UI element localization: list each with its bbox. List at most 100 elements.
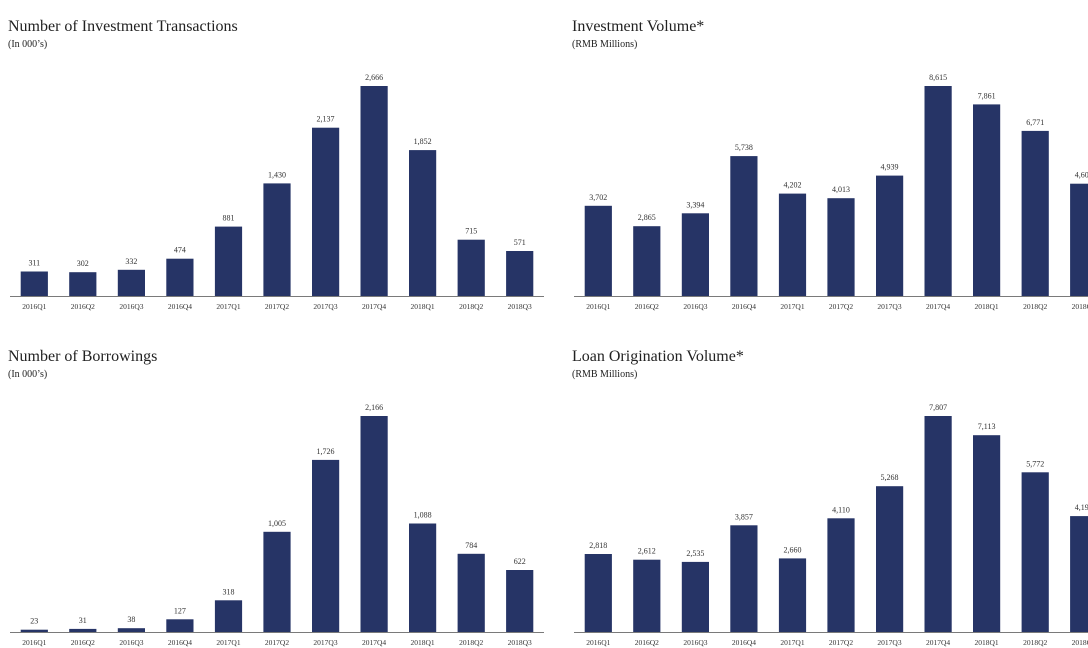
investment-volume-panel: Investment Volume* (RMB Millions) 3,702 2… (572, 18, 1088, 318)
bar-chart: 3,702 2016Q1 2,865 2016Q2 3,394 2016Q3 5,738 20… (574, 73, 1088, 311)
data-label: 332 (125, 257, 137, 266)
x-tick-label: 2017Q3 (313, 638, 337, 647)
chart-title: Loan Origination Volume* (572, 348, 744, 365)
data-label: 1,088 (414, 511, 432, 520)
data-label: 3,394 (686, 200, 704, 209)
data-label: 2,535 (686, 549, 704, 558)
bar (360, 416, 388, 632)
data-label: 1,005 (268, 519, 286, 528)
x-tick-label: 2017Q4 (362, 638, 386, 647)
data-label: 3,857 (735, 512, 753, 521)
x-tick-label: 2016Q1 (586, 302, 610, 311)
bar (633, 226, 661, 296)
data-label: 1,852 (414, 137, 432, 146)
chart-subtitle: (In 000’s) (8, 39, 48, 50)
data-label: 302 (77, 259, 89, 268)
x-tick-label: 2017Q1 (780, 638, 804, 647)
data-label: 4,190 (1075, 503, 1088, 512)
bar (876, 175, 904, 296)
data-label: 5,772 (1026, 459, 1044, 468)
x-tick-label: 2016Q3 (119, 302, 143, 311)
chart-subtitle: (In 000’s) (8, 369, 48, 380)
bar (924, 86, 952, 296)
bar (1021, 472, 1049, 632)
x-tick-label: 2016Q4 (168, 638, 192, 647)
x-tick-label: 2017Q3 (877, 638, 901, 647)
bar (681, 561, 709, 632)
x-tick-label: 2018Q3 (508, 638, 532, 647)
data-label: 2,865 (638, 213, 656, 222)
data-label: 2,818 (589, 541, 607, 550)
bar (69, 628, 97, 632)
data-label: 881 (223, 214, 235, 223)
data-label: 2,137 (317, 115, 335, 124)
x-tick-label: 2017Q3 (877, 302, 901, 311)
x-tick-label: 2018Q2 (1023, 638, 1047, 647)
bar (584, 554, 612, 632)
data-label: 715 (465, 227, 477, 236)
data-label: 474 (174, 246, 186, 255)
bar (409, 150, 437, 296)
bar (117, 269, 145, 296)
bar (360, 86, 388, 296)
x-tick-label: 2016Q2 (635, 638, 659, 647)
x-tick-label: 2016Q1 (22, 302, 46, 311)
x-tick-label: 2016Q2 (71, 638, 95, 647)
bar (1021, 130, 1049, 296)
data-label: 318 (223, 587, 235, 596)
bar (778, 558, 807, 632)
x-tick-label: 2017Q2 (829, 302, 853, 311)
bar (1070, 183, 1088, 296)
data-label: 5,738 (735, 143, 753, 152)
data-label: 5,268 (881, 473, 899, 482)
data-label: 38 (127, 615, 135, 624)
bar (117, 628, 145, 632)
data-label: 1,430 (268, 170, 286, 179)
bar (20, 629, 48, 632)
data-label: 571 (514, 238, 526, 247)
data-label: 8,615 (929, 73, 947, 82)
bar (20, 271, 48, 296)
bar (69, 272, 97, 296)
bar (263, 183, 291, 296)
x-tick-label: 2018Q3 (1072, 302, 1088, 311)
x-tick-label: 2018Q2 (459, 638, 483, 647)
bar (214, 600, 243, 632)
x-tick-label: 2018Q2 (459, 302, 483, 311)
data-label: 127 (174, 606, 186, 615)
data-label: 4,608 (1075, 171, 1088, 180)
bar (409, 523, 437, 632)
bar (584, 205, 612, 296)
bar-chart: 23 2016Q1 31 2016Q2 38 2016Q3 127 2016Q4 318 2017… (10, 403, 544, 647)
x-tick-label: 2016Q3 (119, 638, 143, 647)
bar (973, 104, 1001, 297)
bar (457, 553, 485, 632)
data-label: 1,726 (317, 447, 335, 456)
data-label: 2,660 (784, 545, 802, 554)
x-tick-label: 2016Q3 (683, 302, 707, 311)
chart-title: Number of Investment Transactions (8, 18, 238, 35)
x-tick-label: 2017Q4 (362, 302, 386, 311)
data-label: 2,666 (365, 73, 383, 82)
data-label: 3,702 (589, 193, 607, 202)
bar (730, 525, 758, 632)
x-tick-label: 2018Q1 (411, 302, 435, 311)
x-tick-label: 2017Q2 (265, 638, 289, 647)
data-label: 622 (514, 557, 526, 566)
data-label: 23 (30, 617, 38, 626)
bar (506, 251, 534, 296)
x-tick-label: 2016Q1 (22, 638, 46, 647)
bar (827, 198, 855, 296)
data-label: 7,861 (978, 91, 996, 100)
x-tick-label: 2017Q1 (216, 302, 240, 311)
x-tick-label: 2017Q2 (265, 302, 289, 311)
bar-chart: 311 2016Q1 302 2016Q2 332 2016Q3 474 2016Q4 881 2… (10, 73, 544, 311)
bar (1070, 516, 1088, 632)
x-tick-label: 2018Q3 (508, 302, 532, 311)
bar (166, 619, 194, 632)
bar (633, 559, 661, 632)
bar-chart: 2,818 2016Q1 2,612 2016Q2 2,535 2016Q3 3,857 20… (574, 403, 1088, 647)
chart-title: Number of Borrowings (8, 348, 158, 365)
bar (827, 518, 855, 632)
x-tick-label: 2016Q2 (71, 302, 95, 311)
